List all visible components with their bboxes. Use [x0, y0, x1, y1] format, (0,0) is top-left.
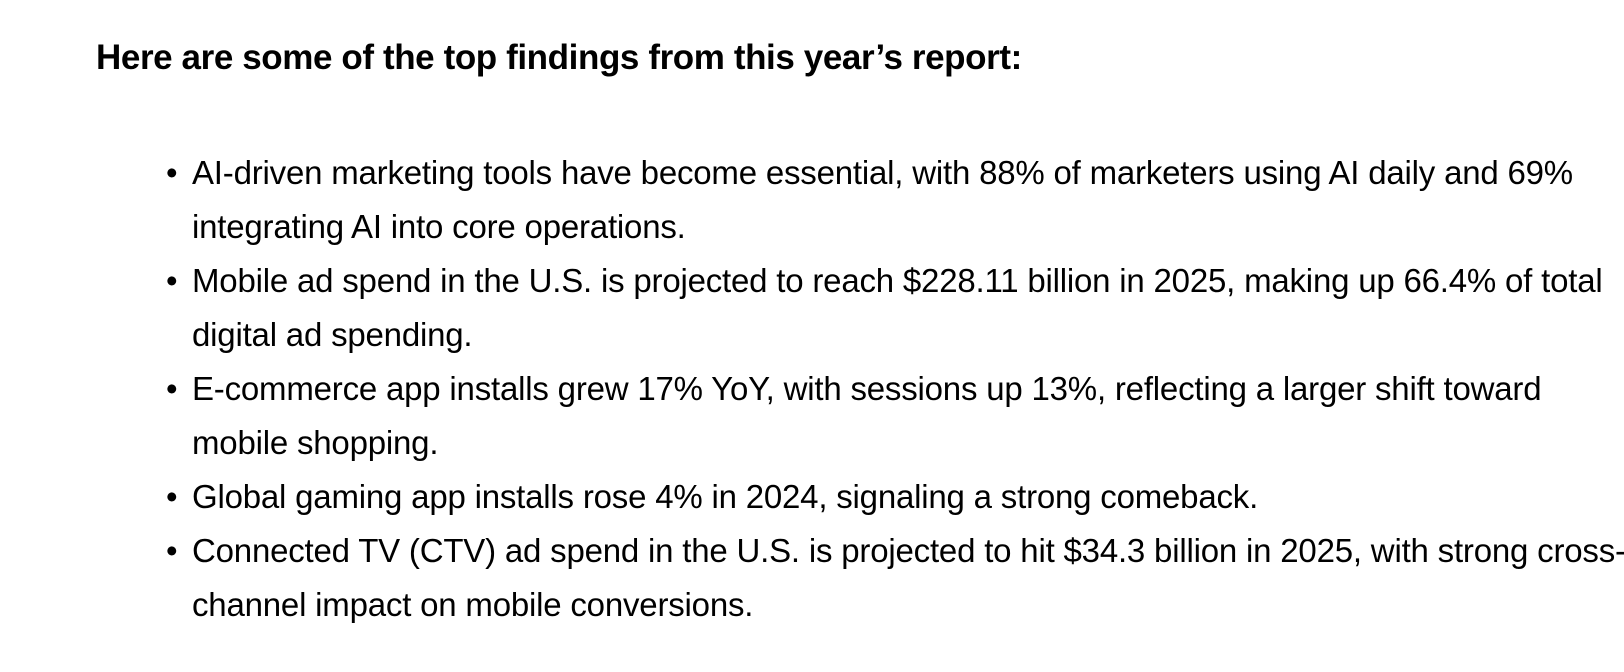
finding-item-ecommerce-installs: • E-commerce app installs grew 17% YoY, … [96, 362, 1624, 470]
bullet-icon: • [166, 154, 178, 191]
findings-list: • AI-driven marketing tools have become … [96, 146, 1624, 632]
finding-item-mobile-ad-spend: • Mobile ad spend in the U.S. is project… [96, 254, 1624, 362]
finding-text: Connected TV (CTV) ad spend in the U.S. … [192, 532, 1624, 623]
finding-text: AI-driven marketing tools have become es… [192, 154, 1573, 245]
report-findings-section: Here are some of the top findings from t… [96, 34, 1624, 632]
bullet-icon: • [166, 478, 178, 515]
finding-item-gaming-installs: • Global gaming app installs rose 4% in … [96, 470, 1624, 524]
bullet-icon: • [166, 532, 178, 569]
finding-text: Mobile ad spend in the U.S. is projected… [192, 262, 1603, 353]
finding-text: E-commerce app installs grew 17% YoY, wi… [192, 370, 1542, 461]
finding-item-ctv-ad-spend: • Connected TV (CTV) ad spend in the U.S… [96, 524, 1624, 632]
bullet-icon: • [166, 262, 178, 299]
findings-heading: Here are some of the top findings from t… [96, 38, 1022, 77]
finding-item-ai-marketing: • AI-driven marketing tools have become … [96, 146, 1624, 254]
bullet-icon: • [166, 370, 178, 407]
finding-text: Global gaming app installs rose 4% in 20… [192, 478, 1259, 515]
